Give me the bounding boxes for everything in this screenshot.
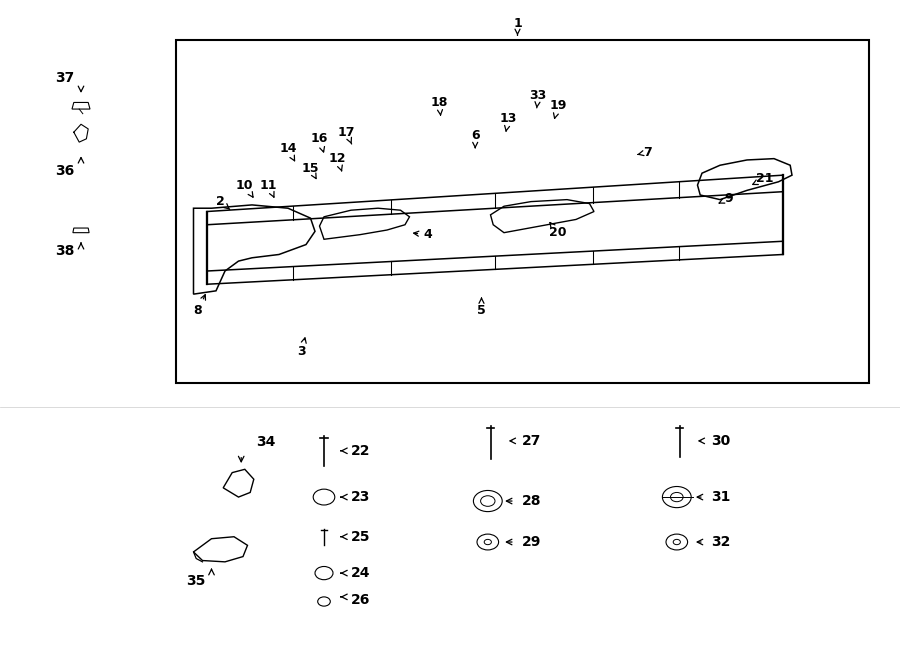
Text: 8: 8 — [194, 295, 205, 317]
Text: 34: 34 — [256, 435, 275, 449]
Text: 32: 32 — [711, 535, 731, 549]
Text: 30: 30 — [711, 434, 730, 448]
Text: 31: 31 — [711, 490, 731, 504]
Text: 22: 22 — [351, 444, 371, 458]
Text: 23: 23 — [351, 490, 371, 504]
Text: 2: 2 — [216, 195, 230, 210]
Text: 15: 15 — [302, 162, 319, 178]
Text: 35: 35 — [186, 574, 206, 588]
Text: 13: 13 — [500, 112, 518, 132]
Text: 6: 6 — [471, 129, 480, 148]
Text: 36: 36 — [55, 163, 75, 178]
Text: 18: 18 — [430, 96, 448, 115]
Text: 1: 1 — [513, 17, 522, 35]
Text: 14: 14 — [279, 142, 297, 161]
Text: 10: 10 — [236, 178, 254, 197]
Text: 12: 12 — [328, 152, 346, 171]
Text: 11: 11 — [259, 178, 277, 197]
Text: 19: 19 — [549, 99, 567, 118]
Text: 27: 27 — [522, 434, 542, 448]
Text: 28: 28 — [522, 494, 542, 508]
Text: 9: 9 — [719, 192, 733, 205]
Text: 37: 37 — [55, 71, 75, 85]
Text: 24: 24 — [351, 566, 371, 580]
Text: 17: 17 — [338, 126, 356, 144]
Text: 20: 20 — [549, 223, 567, 239]
Text: 21: 21 — [752, 172, 774, 185]
Bar — [176, 40, 868, 383]
Text: 3: 3 — [297, 338, 306, 358]
Text: 29: 29 — [522, 535, 542, 549]
Text: 38: 38 — [55, 244, 75, 258]
Text: 16: 16 — [310, 132, 328, 152]
Text: 4: 4 — [414, 228, 432, 241]
Text: 7: 7 — [638, 145, 652, 159]
Text: 26: 26 — [351, 593, 371, 607]
Text: 5: 5 — [477, 298, 486, 317]
Text: 33: 33 — [529, 89, 547, 108]
Text: 25: 25 — [351, 529, 371, 544]
